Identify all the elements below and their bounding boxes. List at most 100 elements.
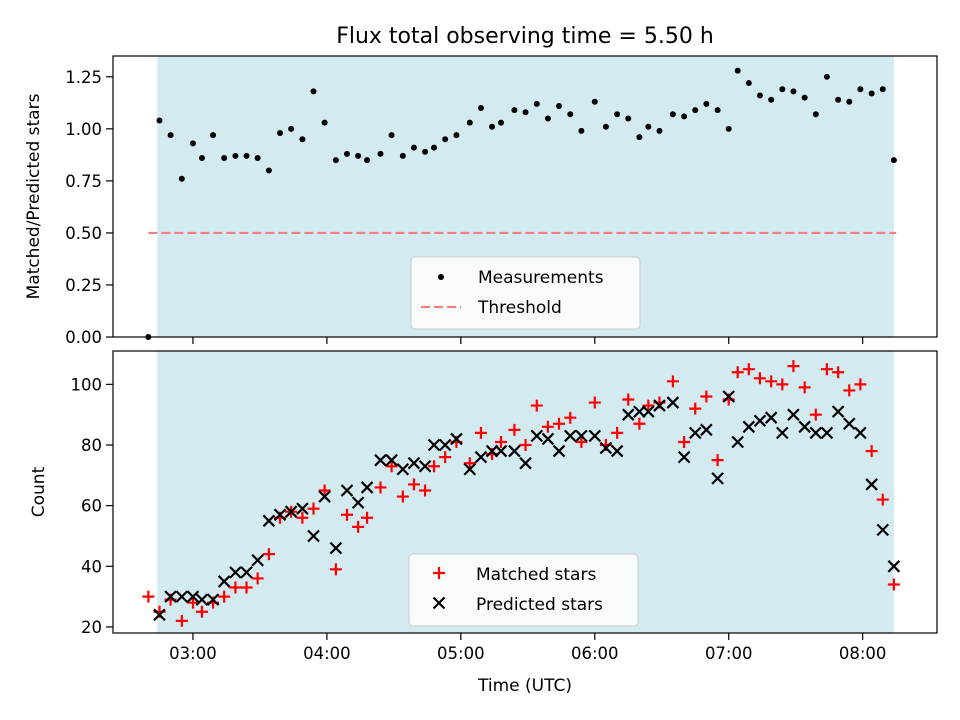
matched-star-point — [765, 375, 778, 388]
predicted-star-point — [831, 405, 845, 418]
legend: Matched stars Predicted stars — [408, 553, 639, 627]
predicted-star-point — [711, 472, 724, 485]
matched-star-point — [175, 614, 188, 627]
y-axis-label: Matched/Predicted stars — [24, 93, 44, 299]
matched-star-point — [564, 411, 577, 424]
legend-marker-measurements — [438, 274, 444, 280]
legend-marker-matched — [433, 567, 445, 579]
measurement-point — [522, 109, 529, 116]
measurement-point — [422, 148, 429, 155]
y-tick-label: 60 — [81, 497, 102, 516]
predicted-star-point — [633, 405, 646, 418]
predicted-star-point — [318, 490, 331, 503]
measurement-point — [254, 154, 261, 161]
predicted-star-point — [164, 590, 177, 603]
measurement-point — [453, 132, 460, 139]
matched-star-point — [832, 366, 845, 379]
matched-star-point — [689, 402, 702, 415]
measurement-point — [498, 119, 505, 126]
measurement-point — [868, 90, 875, 97]
measurement-point — [703, 100, 710, 107]
predicted-star-point — [284, 505, 298, 518]
predicted-star-point — [463, 462, 477, 476]
predicted-star-point — [776, 426, 789, 440]
predicted-star-point — [519, 456, 532, 470]
measurement-point — [636, 134, 643, 141]
predicted-star-point — [360, 481, 374, 494]
predicted-star-point — [764, 411, 778, 424]
measurement-point — [790, 88, 797, 95]
predicted-star-point — [508, 444, 521, 458]
predicted-star-point — [887, 560, 901, 573]
measurement-point — [544, 115, 551, 122]
measurement-point — [625, 115, 632, 122]
matched-star-point — [195, 605, 208, 618]
measurement-point — [466, 119, 473, 126]
matched-star-point — [876, 493, 889, 506]
y-tick-label: 0.00 — [65, 328, 102, 347]
predicted-star-point — [427, 438, 441, 452]
matched-star-point — [820, 363, 833, 376]
x-tick-label: 03:00 — [169, 644, 217, 663]
predicted-star-point — [251, 553, 264, 567]
x-tick-label: 05:00 — [437, 644, 485, 663]
measurement-point — [299, 136, 306, 143]
measurement-point — [556, 102, 563, 109]
predicted-star-point — [153, 608, 166, 622]
y-tick-label: 100 — [71, 375, 103, 394]
measurement-point — [533, 100, 540, 107]
predicted-star-point — [677, 450, 691, 464]
predicted-star-point — [396, 462, 410, 476]
matched-star-point — [776, 378, 789, 391]
predicted-star-point — [575, 429, 588, 443]
predicted-star-point — [552, 444, 566, 458]
bottom-panel: 20 40 60 80 100 03:00 04:00 05:00 06:00 07:00 08:0… — [29, 350, 938, 696]
y-tick-label: 0.50 — [65, 224, 102, 243]
measurement-point — [243, 152, 250, 159]
predicted-star-point — [798, 420, 811, 434]
measurement-point — [343, 150, 350, 157]
matched-star-point — [396, 490, 409, 503]
measurement-point — [567, 111, 574, 118]
x-axis-label: Time (UTC) — [477, 676, 572, 696]
measurement-point — [431, 144, 438, 151]
matched-star-point — [251, 572, 264, 585]
matched-star-point — [307, 502, 320, 515]
predicted-star-point — [820, 426, 834, 440]
predicted-star-point — [175, 590, 189, 603]
measurement-point — [399, 152, 406, 159]
matched-star-point — [419, 484, 432, 497]
legend-box — [410, 256, 641, 330]
measurement-point — [801, 94, 808, 101]
matched-star-point — [575, 435, 588, 448]
predicted-star-point — [700, 423, 713, 437]
measurement-point — [890, 157, 897, 164]
predicted-star-point — [666, 396, 680, 409]
matched-star-point — [361, 511, 374, 524]
matched-star-point — [240, 581, 253, 594]
measurement-point — [656, 127, 663, 134]
predicted-star-point — [186, 590, 200, 603]
measurement-point — [745, 80, 752, 87]
predicted-star-point — [262, 514, 276, 528]
matched-star-point — [887, 578, 900, 591]
measurement-point — [477, 105, 484, 112]
matched-star-point — [229, 581, 242, 594]
measurement-point — [591, 98, 598, 105]
legend: Measurements Threshold — [410, 256, 641, 330]
matched-star-point — [296, 511, 309, 524]
measurement-point — [857, 86, 864, 93]
matched-star-point — [678, 435, 691, 448]
predicted-star-point — [731, 435, 744, 449]
matched-star-point — [611, 426, 624, 439]
matched-star-point — [798, 381, 811, 394]
legend-label: Matched stars — [476, 565, 596, 585]
y-tick-label: 40 — [81, 557, 102, 576]
matched-star-point — [742, 363, 755, 376]
measurement-point — [210, 132, 217, 139]
measurement-point — [178, 175, 185, 182]
matched-star-point — [495, 435, 508, 448]
measurement-point — [602, 123, 609, 130]
matched-star-point — [428, 460, 441, 473]
